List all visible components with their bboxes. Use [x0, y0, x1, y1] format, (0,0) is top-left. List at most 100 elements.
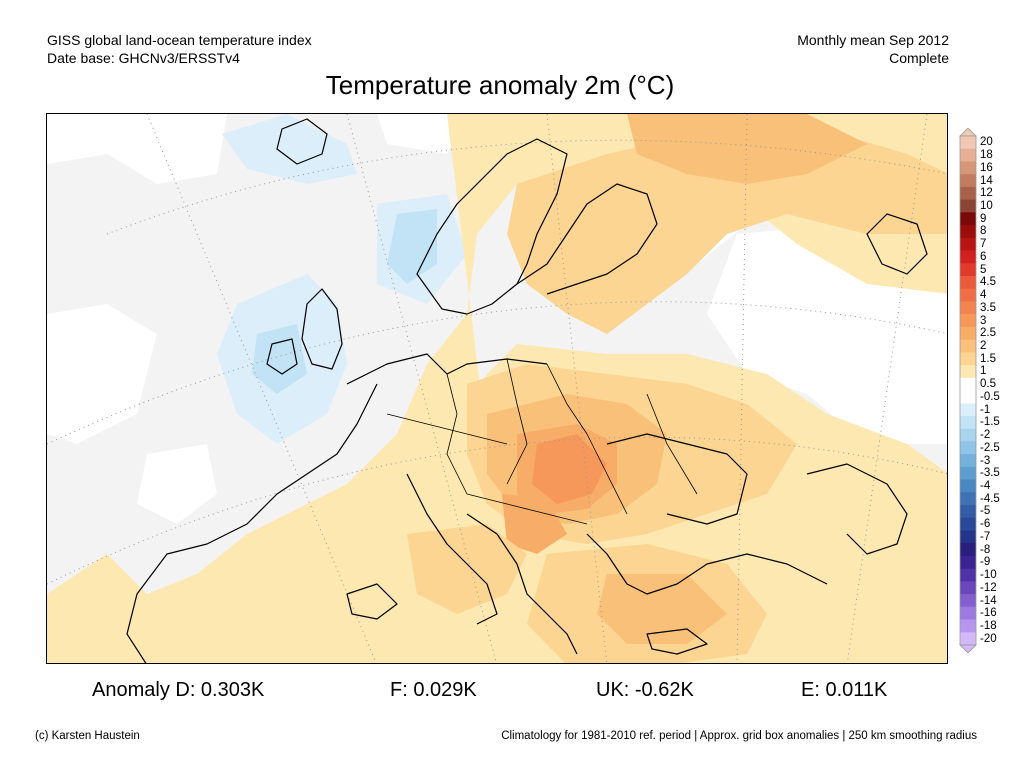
colorbar-label: -9	[980, 556, 991, 569]
colorbar-label: -3	[980, 454, 991, 467]
colorbar-label: 12	[980, 187, 993, 200]
colorbar-swatch	[960, 428, 976, 442]
warm-anomaly	[47, 114, 947, 663]
colorbar-swatch	[960, 148, 976, 162]
colorbar-label: -6	[980, 518, 991, 531]
anomaly-uk: UK: -0.62K	[596, 679, 694, 701]
colorbar-swatch	[960, 326, 976, 341]
colorbar-swatch	[960, 492, 976, 506]
colorbar-swatch	[960, 199, 976, 213]
colorbar-label: 0.5	[980, 378, 996, 391]
period: Monthly mean Sep 2012	[797, 32, 949, 48]
colorbar-swatch	[960, 581, 976, 595]
colorbar-swatch	[960, 250, 976, 264]
cold-anomaly	[217, 114, 467, 444]
colorbar-label: -8	[980, 543, 991, 556]
colorbar-swatch	[960, 136, 976, 150]
colorbar-label: -3.5	[980, 467, 1000, 480]
colorbar-min-arrow	[959, 644, 977, 653]
data-base: Date base: GHCNv3/ERSSTv4	[47, 50, 240, 66]
anomaly-d: Anomaly D: 0.303K	[92, 679, 265, 701]
colorbar-swatch	[960, 606, 976, 620]
colorbar-label: 4.5	[980, 276, 996, 289]
colorbar-label: -2.5	[980, 441, 1000, 454]
colorbar-label: 2.5	[980, 327, 996, 340]
area-anomalies: Anomaly D: 0.303K F: 0.029K UK: -0.62K E…	[0, 679, 1024, 707]
completeness: Complete	[889, 50, 949, 66]
colorbar-label: -4	[980, 479, 991, 492]
colorbar-swatch	[960, 505, 976, 519]
index-name: GISS global land-ocean temperature index	[47, 32, 312, 48]
colorbar-swatch	[960, 466, 976, 480]
colorbar-label: 1.5	[980, 352, 996, 365]
anomaly-f: F: 0.029K	[390, 679, 477, 701]
colorbar-swatch	[960, 441, 976, 455]
map-field	[47, 114, 947, 663]
colorbar-label: -2	[980, 429, 991, 441]
header-left: GISS global land-ocean temperature index…	[47, 31, 312, 67]
colorbar-label: -7	[980, 530, 991, 543]
colorbar-max-arrow	[959, 128, 977, 137]
colorbar-label: -5	[980, 505, 991, 518]
map-title: Temperature anomaly 2m (°C)	[325, 70, 675, 100]
footnote: Climatology for 1981-2010 ref. period | …	[501, 730, 977, 742]
anomaly-e: E: 0.011K	[801, 679, 888, 701]
colorbar-label: -12	[980, 581, 997, 594]
colorbar-swatch	[960, 225, 976, 239]
colorbar-swatch	[960, 212, 976, 226]
colorbar-label: -1.5	[980, 416, 1000, 429]
credit: (c) Karsten Haustein	[35, 730, 140, 742]
colorbar-swatch	[960, 237, 976, 251]
colorbar-label: 3	[980, 314, 987, 327]
colorbar-swatch	[960, 314, 976, 328]
colorbar-label: 20	[980, 136, 993, 149]
colorbar-label: -14	[980, 594, 997, 607]
colorbar-swatch	[960, 555, 976, 570]
colorbar-swatch	[960, 530, 976, 544]
colorbar-swatches	[959, 128, 977, 653]
colorbar-label: -1	[980, 403, 991, 416]
colorbar-swatch	[960, 390, 976, 404]
colorbar-swatch	[960, 288, 976, 302]
colorbar-label: 16	[980, 161, 993, 174]
colorbar-swatch	[960, 454, 976, 468]
colorbar-label: -18	[980, 619, 997, 632]
colorbar-swatch	[960, 301, 976, 315]
graticule	[47, 114, 947, 663]
country-borders	[386, 358, 698, 525]
colorbar-swatch	[960, 161, 976, 175]
colorbar-swatch	[960, 517, 976, 531]
colorbar-swatch	[960, 263, 976, 277]
colorbar-label: 14	[980, 174, 993, 187]
colorbar-swatch	[960, 403, 976, 417]
colorbar-swatch	[960, 594, 976, 608]
colorbar-label: 5	[980, 263, 987, 276]
colorbar-swatch	[960, 186, 976, 201]
colorbar-swatch	[960, 339, 976, 353]
colorbar-swatch	[960, 365, 976, 379]
colorbar-swatch	[960, 174, 976, 188]
colorbar-label: 7	[980, 238, 987, 251]
colorbar-swatch	[960, 568, 976, 582]
colorbar-label: -16	[980, 607, 997, 620]
colorbar-swatch	[960, 543, 976, 557]
colorbar-label: 10	[980, 200, 993, 212]
colorbar-label: 9	[980, 212, 987, 225]
colorbar-swatch	[960, 275, 976, 290]
colorbar-label: 3.5	[980, 301, 996, 314]
colorbar-label: 18	[980, 149, 993, 162]
colorbar-label: -20	[980, 632, 997, 645]
colorbar-label: 8	[980, 225, 987, 238]
colorbar-swatch	[960, 415, 976, 430]
colorbar-swatch	[960, 377, 976, 391]
anomaly-map	[46, 113, 948, 664]
colorbar-label: 6	[980, 250, 987, 263]
colorbar-swatch	[960, 479, 976, 493]
colorbar-label: 2	[980, 340, 987, 352]
colorbar-label: -0.5	[980, 390, 1000, 403]
colorbar-label: 1	[980, 365, 987, 378]
colorbar-swatch	[960, 619, 976, 633]
colorbar: 20 18 16 14 12 10 9 8 7 6 5 4.5 4 3.5 3 2.5 2 1.5 1 0.5 -0.5…	[958, 128, 1024, 653]
header-right: Monthly mean Sep 2012 Complete	[797, 31, 949, 67]
colorbar-label: -4.5	[980, 492, 1000, 505]
